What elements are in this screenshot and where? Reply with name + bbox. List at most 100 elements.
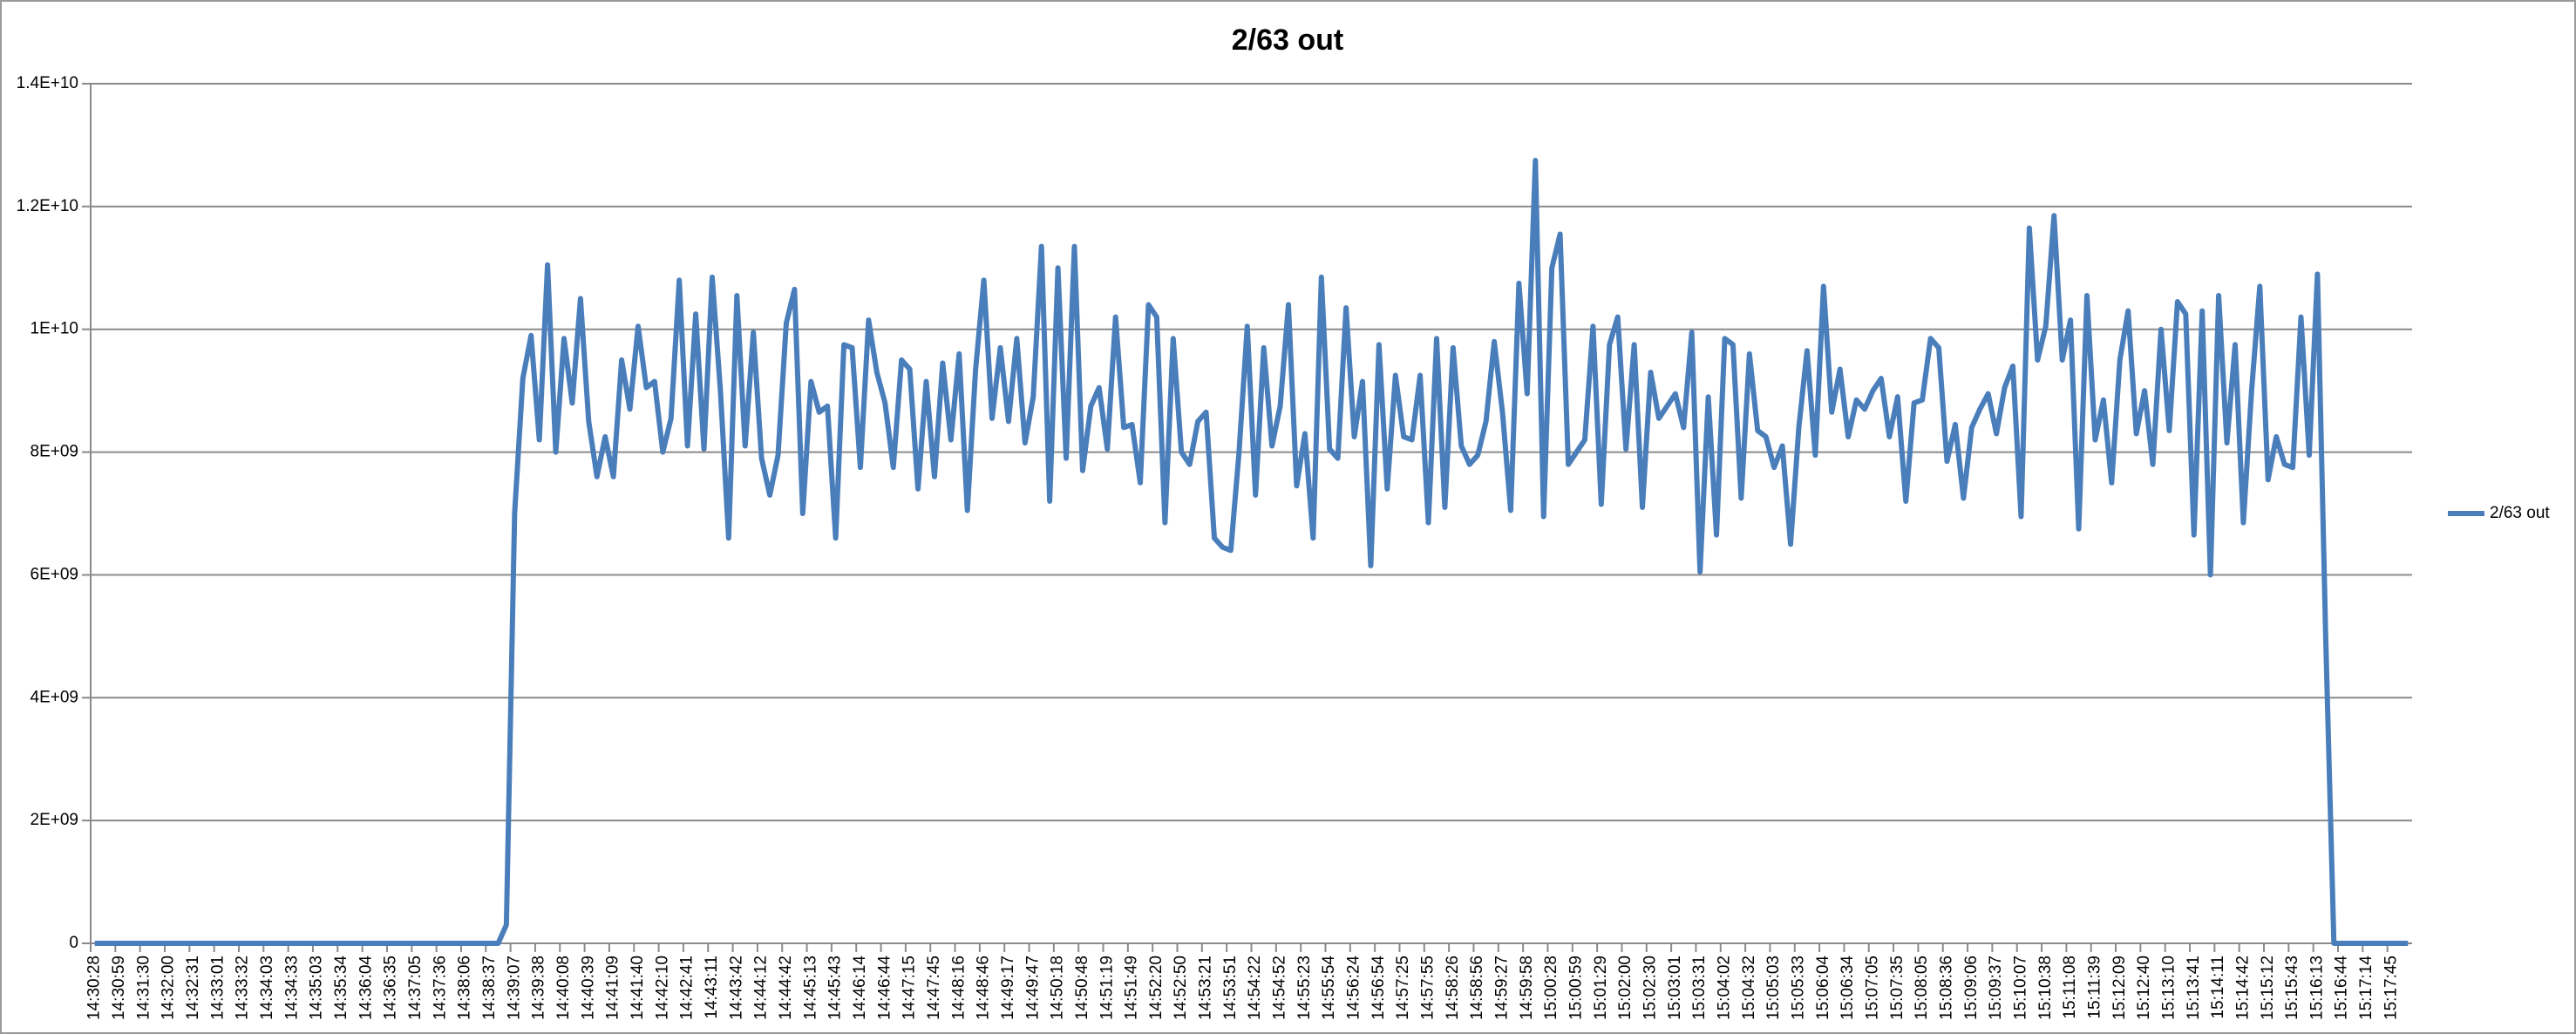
x-tick-label: 15:07:05 xyxy=(1863,956,1881,1020)
x-tick-label: 14:54:52 xyxy=(1271,956,1289,1020)
x-tick-label: 15:11:08 xyxy=(2061,956,2079,1019)
x-tick-label: 15:12:09 xyxy=(2110,956,2129,1020)
x-tick-label: 14:55:54 xyxy=(1320,956,1338,1020)
x-tick-label: 15:09:06 xyxy=(1962,956,1981,1020)
y-tick-label: 2E+09 xyxy=(31,811,78,829)
x-tick-label: 14:47:15 xyxy=(901,956,919,1020)
x-tick-label: 14:58:56 xyxy=(1468,956,1486,1020)
x-tick-label: 15:00:59 xyxy=(1567,956,1586,1020)
x-tick-label: 14:43:42 xyxy=(727,956,745,1020)
x-tick-label: 14:57:55 xyxy=(1419,956,1438,1020)
x-tick-label: 14:33:01 xyxy=(208,956,227,1020)
x-tick-label: 15:09:37 xyxy=(1987,956,2005,1020)
x-tick-label: 14:46:44 xyxy=(875,956,894,1020)
x-tick-label: 14:45:43 xyxy=(826,956,845,1020)
x-tick-label: 15:14:42 xyxy=(2233,956,2252,1020)
x-tick-label: 14:38:37 xyxy=(480,956,499,1020)
x-tick-label: 14:33:32 xyxy=(234,956,252,1020)
x-tick-label: 14:59:27 xyxy=(1493,956,1512,1020)
x-tick-label: 14:53:21 xyxy=(1197,956,1215,1020)
x-tick-label: 14:59:58 xyxy=(1518,956,1536,1020)
x-tick-label: 14:31:30 xyxy=(134,956,153,1020)
x-tick-label: 14:54:22 xyxy=(1246,956,1264,1020)
x-tick-label: 15:03:01 xyxy=(1666,956,1684,1020)
x-tick-label: 14:30:59 xyxy=(110,956,128,1020)
x-tick-label: 15:01:29 xyxy=(1592,956,1610,1020)
series-line xyxy=(94,158,2409,946)
x-tick-label: 14:34:33 xyxy=(282,956,301,1020)
legend-label: 2/63 out xyxy=(2490,504,2550,522)
x-tick-label: 15:14:11 xyxy=(2209,956,2227,1019)
x-tick-label: 14:45:13 xyxy=(801,956,819,1020)
y-tick-label: 1.4E+10 xyxy=(17,74,78,92)
x-tick-label: 14:37:36 xyxy=(431,956,449,1020)
y-tick-label: 4E+09 xyxy=(31,688,78,706)
y-tick-label: 1.2E+10 xyxy=(17,197,78,215)
x-tick-label: 15:07:35 xyxy=(1888,956,1907,1020)
x-tick-label: 15:16:44 xyxy=(2333,956,2351,1020)
y-tick-label: 0 xyxy=(69,934,78,952)
y-tick-label: 1E+10 xyxy=(31,320,78,338)
x-tick-label: 14:49:17 xyxy=(999,956,1017,1020)
x-tick-label: 15:16:13 xyxy=(2308,956,2326,1020)
x-tick-label: 14:32:31 xyxy=(184,956,202,1020)
x-tick-label: 14:40:08 xyxy=(554,956,573,1020)
x-tick-label: 14:52:20 xyxy=(1147,956,1166,1020)
y-tick-label: 8E+09 xyxy=(31,443,78,461)
x-tick-label: 14:55:23 xyxy=(1295,956,1314,1020)
x-tick-label: 14:48:46 xyxy=(975,956,993,1020)
x-tick-label: 14:34:03 xyxy=(258,956,276,1020)
x-tick-label: 14:36:35 xyxy=(382,956,400,1020)
x-tick-label: 15:05:33 xyxy=(1789,956,1807,1020)
x-tick-label: 15:10:38 xyxy=(2036,956,2055,1020)
x-tick-label: 14:30:28 xyxy=(85,956,104,1020)
x-tick-label: 14:37:05 xyxy=(406,956,425,1020)
x-tick-label: 14:53:51 xyxy=(1221,956,1240,1020)
x-tick-label: 15:11:39 xyxy=(2085,956,2104,1019)
x-tick-label: 15:13:41 xyxy=(2185,956,2203,1020)
x-tick-label: 14:57:25 xyxy=(1394,956,1412,1020)
x-tick-label: 14:47:45 xyxy=(925,956,943,1020)
x-tick-label: 14:48:16 xyxy=(949,956,968,1020)
x-tick-label: 14:39:38 xyxy=(530,956,548,1020)
x-tick-label: 14:51:19 xyxy=(1098,956,1116,1020)
x-tick-label: 15:08:05 xyxy=(1913,956,1931,1020)
x-tick-label: 15:02:00 xyxy=(1616,956,1635,1020)
x-tick-label: 14:44:12 xyxy=(752,956,771,1020)
x-tick-label: 14:42:10 xyxy=(653,956,671,1020)
x-tick-label: 14:56:24 xyxy=(1345,956,1363,1020)
x-tick-label: 14:38:06 xyxy=(456,956,474,1020)
x-tick-label: 14:50:48 xyxy=(1073,956,1091,1020)
x-tick-label: 14:40:39 xyxy=(579,956,597,1020)
x-tick-label: 15:05:03 xyxy=(1764,956,1783,1020)
x-tick-label: 15:08:36 xyxy=(1937,956,1955,1020)
x-tick-label: 15:04:02 xyxy=(1716,956,1734,1020)
x-tick-label: 14:35:34 xyxy=(332,956,350,1020)
x-tick-label: 14:36:04 xyxy=(357,956,375,1020)
x-tick-label: 15:13:10 xyxy=(2159,956,2178,1020)
x-tick-label: 14:50:18 xyxy=(1049,956,1067,1020)
x-tick-label: 15:02:30 xyxy=(1641,956,1660,1020)
y-tick-label: 6E+09 xyxy=(31,565,78,583)
x-tick-label: 15:17:14 xyxy=(2357,956,2375,1020)
chart-title: 2/63 out xyxy=(1232,24,1343,57)
x-tick-label: 14:46:14 xyxy=(851,956,869,1020)
x-tick-label: 14:35:03 xyxy=(308,956,326,1020)
x-tick-label: 15:00:28 xyxy=(1542,956,1560,1020)
x-tick-label: 14:43:11 xyxy=(703,956,721,1019)
x-tick-label: 14:32:00 xyxy=(160,956,178,1020)
x-tick-label: 14:44:42 xyxy=(777,956,795,1020)
x-tick-label: 15:06:04 xyxy=(1814,956,1832,1020)
x-tick-label: 15:15:12 xyxy=(2259,956,2277,1020)
x-tick-label: 14:41:40 xyxy=(629,956,647,1020)
x-tick-label: 15:03:31 xyxy=(1690,956,1709,1020)
x-tick-label: 15:12:40 xyxy=(2135,956,2153,1020)
x-tick-label: 14:56:54 xyxy=(1370,956,1388,1020)
x-tick-label: 15:04:32 xyxy=(1740,956,1758,1020)
x-tick-label: 14:49:47 xyxy=(1023,956,1042,1020)
x-tick-label: 14:52:50 xyxy=(1172,956,1190,1020)
x-tick-label: 15:06:34 xyxy=(1839,956,1857,1020)
